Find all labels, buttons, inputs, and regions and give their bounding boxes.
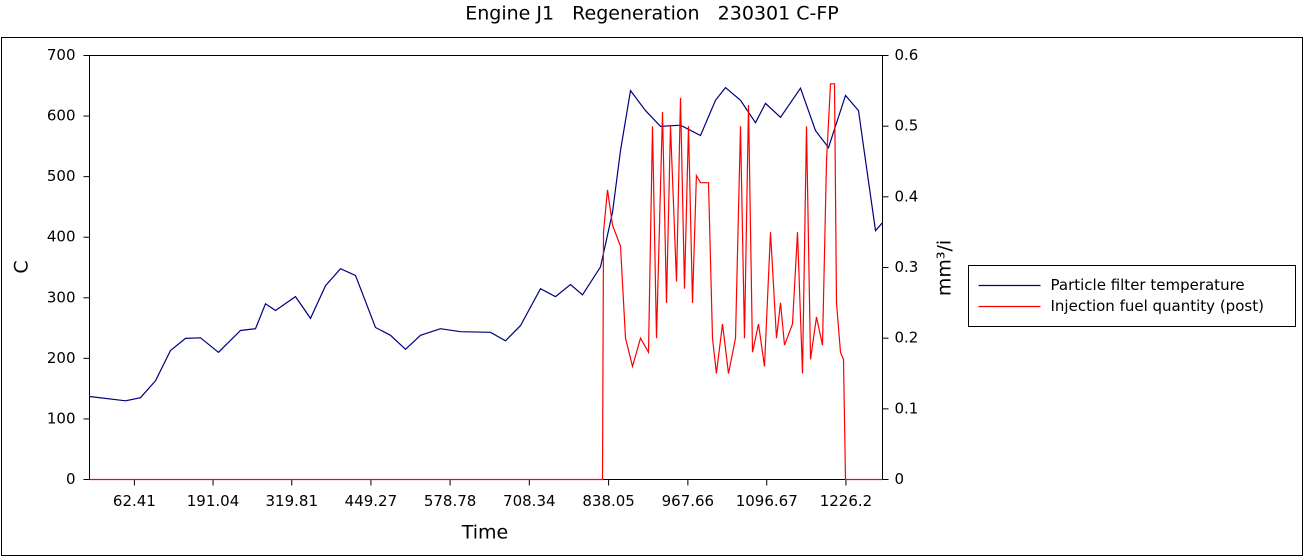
y2-tick-label: 0.4 — [895, 187, 919, 205]
y2-tick-label: 0.5 — [895, 117, 919, 135]
x-tick-label: 708.34 — [503, 492, 556, 510]
y-tick-label: 0 — [66, 470, 76, 488]
y2-tick-label: 0.1 — [895, 399, 919, 417]
legend-label: Particle filter temperature — [1051, 276, 1245, 294]
y2-tick-label: 0 — [895, 470, 905, 488]
y-tick-label: 500 — [47, 167, 76, 185]
x-tick-label: 449.27 — [345, 492, 398, 510]
chart-title: Engine J1 Regeneration 230301 C-FP — [465, 3, 839, 25]
x-tick-label: 191.04 — [187, 492, 240, 510]
y-tick-label: 700 — [47, 46, 76, 64]
y-tick-label: 400 — [47, 228, 76, 246]
x-tick-label: 62.41 — [113, 492, 156, 510]
x-tick-label: 967.66 — [662, 492, 715, 510]
y2-axis-label: mm³/i — [934, 240, 956, 296]
x-tick-label: 319.81 — [266, 492, 319, 510]
y2-tick-label: 0.3 — [895, 258, 919, 276]
y-axis-label: C — [11, 260, 33, 273]
plot-area — [89, 55, 883, 480]
x-tick-label: 1226.2 — [820, 492, 873, 510]
x-tick-label: 1096.67 — [736, 492, 798, 510]
x-tick-label: 838.05 — [582, 492, 635, 510]
x-axis-label: Time — [461, 522, 509, 544]
x-tick-label: 578.78 — [424, 492, 477, 510]
y-tick-label: 600 — [47, 107, 76, 125]
legend-label: Injection fuel quantity (post) — [1051, 297, 1264, 315]
y-tick-label: 200 — [47, 349, 76, 367]
legend-box — [968, 265, 1296, 327]
y-tick-label: 100 — [47, 409, 76, 427]
series-line — [89, 86, 883, 402]
y2-tick-label: 0.6 — [895, 46, 919, 64]
y-tick-label: 300 — [47, 288, 76, 306]
frame — [1, 37, 1303, 556]
series-line — [89, 83, 883, 481]
y2-tick-label: 0.2 — [895, 329, 919, 347]
